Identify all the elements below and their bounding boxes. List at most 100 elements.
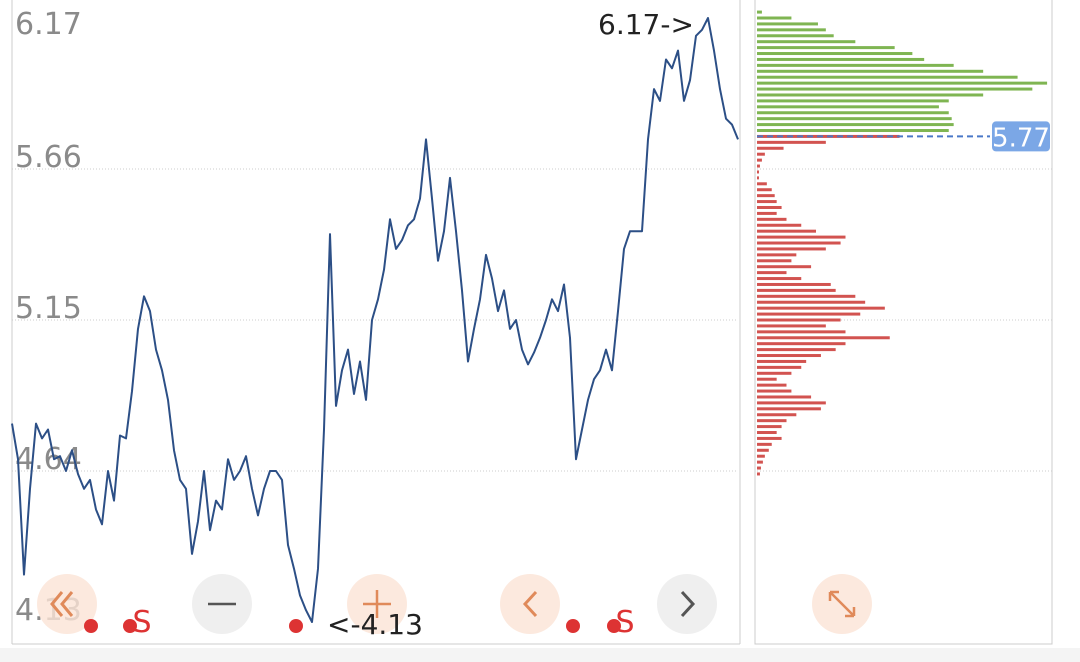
volume-bar [757,466,761,470]
expand-button[interactable] [812,574,872,634]
volume-bar [757,407,821,411]
volume-bar [757,271,787,275]
volume-bar [757,217,787,221]
rewind-button[interactable] [37,574,97,634]
volume-bar [757,395,812,399]
volume-bar [757,200,777,204]
volume-bar [757,288,836,292]
volume-bar [757,111,949,115]
volume-bar [757,188,772,192]
volume-bar [757,436,782,440]
volume-bar [757,431,777,435]
volume-bar [757,389,792,393]
volume-bar [757,170,759,174]
volume-bar [757,277,802,281]
volume-bar [757,182,767,186]
volume-bar [757,377,777,381]
y-tick-label: 5.15 [15,291,82,326]
volume-bar [757,460,763,464]
volume-bar [757,69,984,73]
volume-bar [757,176,759,180]
y-tick-label: 4.64 [15,442,82,477]
prev-button[interactable] [500,574,560,634]
high-annotation: 6.17-> [598,8,694,41]
signal-marker: S [615,605,634,640]
volume-bar [757,454,765,458]
price-line [11,17,739,623]
volume-profile: 5.77 [757,10,1052,476]
volume-bar [757,306,885,310]
volume-bar [757,123,954,127]
volume-bar [757,442,772,446]
volume-bar [757,10,762,14]
zoom-in-button[interactable] [347,574,407,634]
volume-bar [757,318,841,322]
volume-bar [757,57,925,61]
volume-bar [757,205,782,209]
volume-bar [757,330,846,334]
volume-bar [757,152,765,156]
volume-bar [757,259,792,263]
controls: S S [37,574,872,640]
volume-bar [757,419,787,423]
volume-bar [757,81,1048,85]
volume-bar [757,105,939,109]
volume-bar [757,294,856,298]
volume-bar [757,371,792,375]
volume-bar [757,194,775,198]
volume-bar [757,22,818,26]
volume-bar [757,16,792,20]
zoom-out-button[interactable] [192,574,252,634]
volume-bar [757,164,760,168]
volume-bar [757,158,762,162]
volume-bar [757,342,846,346]
volume-bar [757,211,777,215]
volume-bar [757,348,836,352]
y-tick-label: 6.17 [15,7,82,42]
volume-bar [757,146,784,150]
volume-bar [757,282,831,286]
next-button[interactable] [657,574,717,634]
volume-bar [757,117,952,121]
volume-bar [757,312,861,316]
volume-bar [757,324,826,328]
price-chart: 6.175.665.154.644.13 [11,7,739,628]
volume-bar [757,336,890,340]
volume-bar [757,448,769,452]
volume-bar [757,300,866,304]
signal-marker: S [132,605,151,640]
volume-bar [757,365,802,369]
volume-bar [757,129,949,133]
bottom-bar [0,648,1080,662]
volume-bar [757,40,856,44]
volume-bar [757,472,760,476]
volume-bar [757,46,895,50]
volume-bar [757,140,826,144]
y-tick-label: 5.66 [15,140,82,175]
volume-bar [757,425,782,429]
low-annotation: <-4.13 [327,608,423,641]
volume-bar [757,34,834,38]
volume-bar [757,401,826,405]
current-price-label: 5.77 [992,123,1050,153]
volume-bar [757,52,913,56]
volume-bar [757,235,846,239]
volume-bar [757,93,984,97]
volume-bar [757,223,802,227]
volume-bar [757,63,954,67]
volume-bar [757,87,1033,91]
volume-bar [757,99,949,103]
volume-bar [757,28,826,32]
volume-bar [757,413,797,417]
volume-bar [757,241,841,245]
volume-bar [757,359,807,363]
volume-bar [757,354,821,358]
volume-bar [757,265,812,269]
current-price-badge [992,121,1050,152]
frame [11,0,1053,645]
signal-dots [84,619,621,633]
volume-bar [757,383,787,387]
volume-bar [757,75,1018,79]
volume-bar [757,253,797,257]
